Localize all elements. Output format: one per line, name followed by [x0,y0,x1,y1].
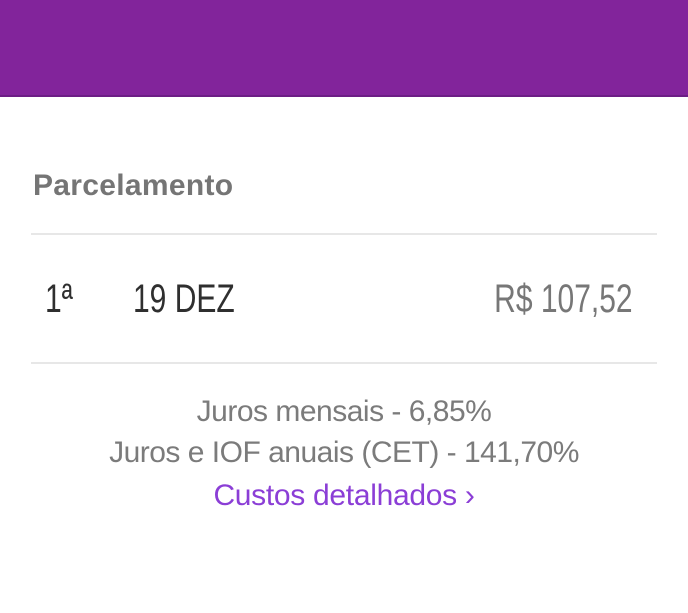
installment-number: 1ª [45,276,73,321]
detailed-costs-label: Custos detalhados [213,479,457,512]
installment-amount: R$ 107,52 [494,276,633,321]
divider [31,233,657,235]
monthly-interest-text: Juros mensais - 6,85% [196,395,492,428]
installment-due-date: 19 DEZ [133,276,235,321]
detailed-costs-link[interactable]: Custos detalhados › [0,481,688,511]
installment-row: 1ª 19 DEZ R$ 107,52 [0,235,688,362]
chevron-right-icon: › [464,479,475,512]
app-header-bar [0,0,688,97]
annual-interest-cet-text: Juros e IOF anuais (CET) - 141,70% [109,436,579,469]
divider [31,362,657,364]
page-title: Parcelamento [33,169,234,202]
